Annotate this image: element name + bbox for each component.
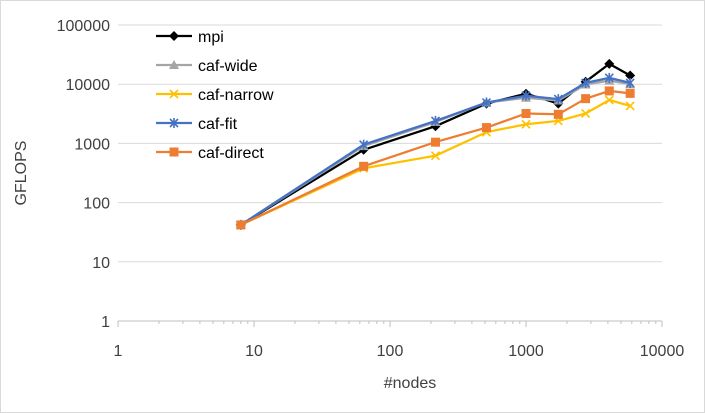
series-line xyxy=(240,79,631,226)
legend-entry-caf-fit: caf-fit xyxy=(156,116,238,133)
legend-entry-caf-wide: caf-wide xyxy=(156,58,258,75)
tick-labels: 1 10 100 1000 10000 100000 1 10 100 1000 10000 xyxy=(57,18,685,360)
x-tick-label: 100 xyxy=(377,343,404,360)
legend-entry-caf-direct: caf-direct xyxy=(156,145,264,162)
data-point xyxy=(604,58,615,69)
gridlines xyxy=(118,24,662,263)
series-group xyxy=(235,58,636,230)
data-point xyxy=(359,161,369,171)
data-point xyxy=(481,97,492,108)
legend-entry-mpi: mpi xyxy=(156,29,224,46)
legend-label: caf-wide xyxy=(198,58,258,75)
y-tick-label: 1 xyxy=(101,314,110,331)
y-tick-label: 1000 xyxy=(74,136,110,153)
data-point xyxy=(430,151,441,161)
data-point xyxy=(169,147,179,157)
data-point xyxy=(521,90,531,101)
data-point xyxy=(169,89,179,99)
series-line xyxy=(240,89,631,226)
data-point xyxy=(521,119,531,129)
data-point xyxy=(604,72,614,83)
data-point xyxy=(169,60,179,69)
data-point xyxy=(553,94,563,105)
data-point xyxy=(625,101,635,111)
x-tick-label: 1 xyxy=(114,343,123,360)
data-point xyxy=(359,139,369,150)
axes xyxy=(117,320,663,327)
data-point xyxy=(169,118,179,128)
legend-label: caf-narrow xyxy=(198,87,274,104)
x-tick-label: 10000 xyxy=(640,343,685,360)
series-caf-direct xyxy=(236,86,635,230)
y-tick-label: 10000 xyxy=(66,77,111,94)
data-point xyxy=(625,77,635,88)
legend-label: caf-direct xyxy=(198,145,264,162)
y-tick-label: 10 xyxy=(92,255,110,272)
legend-label: caf-fit xyxy=(198,116,238,133)
data-point xyxy=(625,88,635,98)
y-tick-label: 100000 xyxy=(57,18,110,35)
legend-entry-caf-narrow: caf-narrow xyxy=(156,87,274,104)
y-axis-label: GFLOPS xyxy=(13,141,30,206)
data-point xyxy=(581,108,591,119)
legend-label: mpi xyxy=(198,29,224,46)
data-point xyxy=(604,86,614,96)
x-axis-label: #nodes xyxy=(384,375,437,392)
data-point xyxy=(521,108,531,118)
legend: mpi caf-wide caf-narrow caf-fit caf-direct xyxy=(156,29,274,162)
x-tick-label: 1000 xyxy=(508,343,544,360)
y-tick-label: 100 xyxy=(83,196,110,213)
data-point xyxy=(430,137,440,147)
data-point xyxy=(553,109,563,119)
data-point xyxy=(481,123,491,133)
series-caf-fit xyxy=(236,72,635,230)
data-point xyxy=(169,31,179,41)
data-point xyxy=(430,115,441,126)
data-point xyxy=(604,95,614,105)
data-point xyxy=(581,94,591,104)
data-point xyxy=(236,220,246,230)
data-point xyxy=(581,77,591,88)
data-point xyxy=(625,70,636,81)
series-caf-wide xyxy=(235,75,636,229)
x-tick-label: 10 xyxy=(245,343,263,360)
